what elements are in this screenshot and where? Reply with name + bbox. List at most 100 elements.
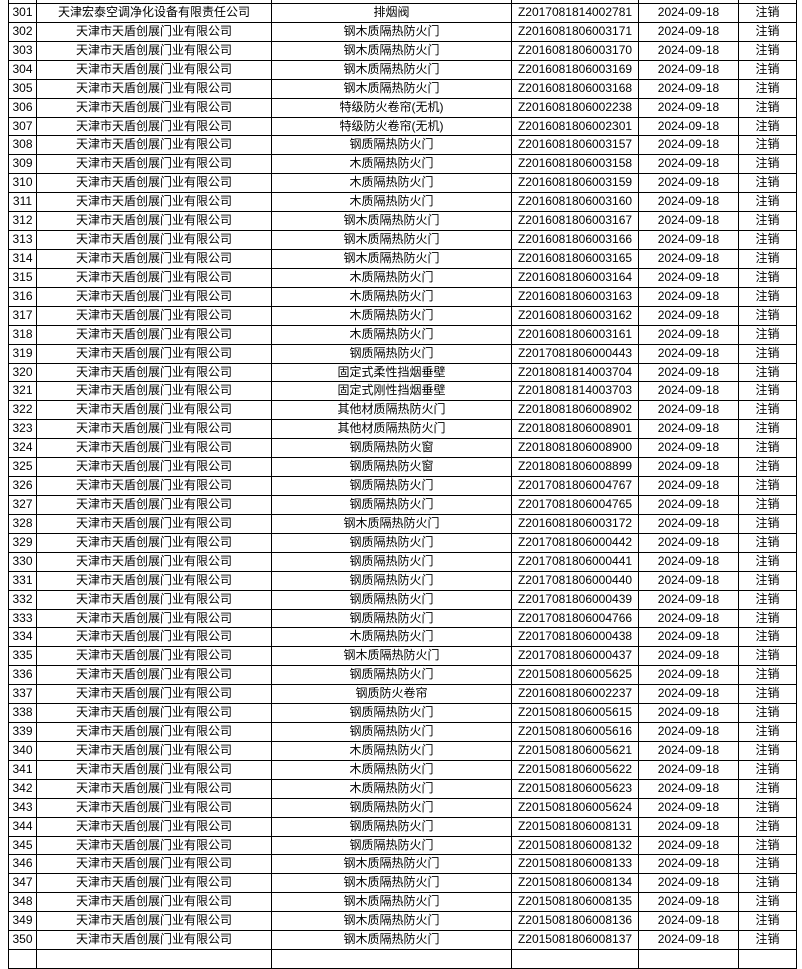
cell-status: 注销 bbox=[738, 192, 797, 213]
partial-cell bbox=[271, 949, 512, 969]
cell-no: 348 bbox=[8, 892, 37, 913]
cell-no: 350 bbox=[8, 930, 37, 951]
cell-no: 325 bbox=[8, 457, 37, 478]
cell-company: 天津市天盾创展门业有限公司 bbox=[36, 665, 272, 686]
cell-no: 309 bbox=[8, 154, 37, 175]
cell-cert: Z2016081806003164 bbox=[511, 267, 639, 288]
cell-product: 钢木质隔热防火门 bbox=[271, 40, 512, 61]
table-row: 306 天津市天盾创展门业有限公司 特级防火卷帘(无机) Z2016081806002… bbox=[8, 97, 797, 118]
cell-date: 2024-09-18 bbox=[638, 3, 739, 23]
cell-no: 324 bbox=[8, 438, 37, 459]
cell-status: 注销 bbox=[738, 230, 797, 250]
cell-status: 注销 bbox=[738, 513, 797, 534]
cell-company: 天津市天盾创展门业有限公司 bbox=[36, 381, 272, 402]
table-row: 302 天津市天盾创展门业有限公司 钢木质隔热防火门 Z201608180600317… bbox=[8, 21, 797, 42]
cell-cert: Z2015081806005616 bbox=[511, 722, 639, 742]
cell-status: 注销 bbox=[738, 740, 797, 761]
cell-no: 314 bbox=[8, 248, 37, 269]
table-row: 317 天津市天盾创展门业有限公司 木质隔热防火门 Z2016081806003162… bbox=[8, 305, 797, 326]
cell-date: 2024-09-18 bbox=[638, 192, 739, 213]
cell-company: 天津市天盾创展门业有限公司 bbox=[36, 305, 272, 326]
cell-status: 注销 bbox=[738, 532, 797, 553]
table-row: 303 天津市天盾创展门业有限公司 钢木质隔热防火门 Z201608180600317… bbox=[8, 40, 797, 61]
cell-product: 特级防火卷帘(无机) bbox=[271, 116, 512, 137]
cell-company: 天津市天盾创展门业有限公司 bbox=[36, 835, 272, 856]
cell-company: 天津市天盾创展门业有限公司 bbox=[36, 173, 272, 194]
cell-company: 天津市天盾创展门业有限公司 bbox=[36, 740, 272, 761]
cell-company: 天津市天盾创展门业有限公司 bbox=[36, 892, 272, 913]
cell-product: 木质隔热防火门 bbox=[271, 192, 512, 213]
cell-product: 钢质隔热防火门 bbox=[271, 703, 512, 724]
cell-company: 天津市天盾创展门业有限公司 bbox=[36, 78, 272, 99]
cell-cert: Z2017081806000439 bbox=[511, 589, 639, 610]
cell-status: 注销 bbox=[738, 59, 797, 80]
cell-status: 注销 bbox=[738, 78, 797, 99]
cell-no: 323 bbox=[8, 419, 37, 440]
table-row: 322 天津市天盾创展门业有限公司 其他材质隔热防火门 Z20180818060089… bbox=[8, 400, 797, 421]
table-row: 350 天津市天盾创展门业有限公司 钢木质隔热防火门 Z201508180600813… bbox=[8, 930, 797, 951]
partial-row-below bbox=[8, 949, 797, 969]
cell-company: 天津市天盾创展门业有限公司 bbox=[36, 419, 272, 440]
cell-product: 钢质隔热防火门 bbox=[271, 665, 512, 686]
cell-status: 注销 bbox=[738, 248, 797, 269]
cell-no: 349 bbox=[8, 911, 37, 932]
cell-company: 天津市天盾创展门业有限公司 bbox=[36, 551, 272, 572]
cell-company: 天津市天盾创展门业有限公司 bbox=[36, 457, 272, 478]
cell-cert: Z2016081806003172 bbox=[511, 513, 639, 534]
cell-status: 注销 bbox=[738, 759, 797, 780]
cell-product: 钢质隔热防火窗 bbox=[271, 457, 512, 478]
cell-no: 347 bbox=[8, 873, 37, 894]
cell-status: 注销 bbox=[738, 362, 797, 383]
cell-date: 2024-09-18 bbox=[638, 570, 739, 591]
cell-status: 注销 bbox=[738, 173, 797, 194]
cell-no: 340 bbox=[8, 740, 37, 761]
cell-cert: Z2016081806002237 bbox=[511, 684, 639, 705]
cell-product: 钢质隔热防火门 bbox=[271, 135, 512, 156]
table-row: 319 天津市天盾创展门业有限公司 钢质隔热防火门 Z2017081806000443… bbox=[8, 343, 797, 364]
cell-date: 2024-09-18 bbox=[638, 97, 739, 118]
cell-date: 2024-09-18 bbox=[638, 797, 739, 818]
cell-product: 排烟阀 bbox=[271, 3, 512, 23]
table-row: 345 天津市天盾创展门业有限公司 钢质隔热防火门 Z2015081806008132… bbox=[8, 835, 797, 856]
cell-status: 注销 bbox=[738, 911, 797, 932]
table-row: 328 天津市天盾创展门业有限公司 钢木质隔热防火门 Z201608180600317… bbox=[8, 513, 797, 534]
cell-status: 注销 bbox=[738, 419, 797, 440]
cell-status: 注销 bbox=[738, 400, 797, 421]
cell-no: 337 bbox=[8, 684, 37, 705]
cell-product: 木质隔热防火门 bbox=[271, 778, 512, 799]
cell-cert: Z2017081806000441 bbox=[511, 551, 639, 572]
cell-status: 注销 bbox=[738, 646, 797, 667]
cell-date: 2024-09-18 bbox=[638, 513, 739, 534]
cell-cert: Z2015081806005615 bbox=[511, 703, 639, 724]
cell-date: 2024-09-18 bbox=[638, 589, 739, 610]
cell-status: 注销 bbox=[738, 21, 797, 42]
cell-cert: Z2016081806003170 bbox=[511, 40, 639, 61]
cell-date: 2024-09-18 bbox=[638, 78, 739, 99]
cell-status: 注销 bbox=[738, 324, 797, 345]
cell-date: 2024-09-18 bbox=[638, 21, 739, 42]
cell-product: 固定式刚性挡烟垂壁 bbox=[271, 381, 512, 402]
cell-cert: Z2016081806003162 bbox=[511, 305, 639, 326]
cell-cert: Z2016081806003169 bbox=[511, 59, 639, 80]
table-row: 315 天津市天盾创展门业有限公司 木质隔热防火门 Z2016081806003164… bbox=[8, 267, 797, 288]
partial-cell bbox=[36, 949, 272, 969]
registry-table-container: 301 天津宏泰空调净化设备有限责任公司 排烟阀 Z2017081814002781 2… bbox=[8, 0, 797, 969]
cell-cert: Z2016081806003168 bbox=[511, 78, 639, 99]
cell-status: 注销 bbox=[738, 665, 797, 686]
cell-status: 注销 bbox=[738, 873, 797, 894]
cell-date: 2024-09-18 bbox=[638, 759, 739, 780]
cell-date: 2024-09-18 bbox=[638, 816, 739, 837]
cell-cert: Z2015081806005622 bbox=[511, 759, 639, 780]
cell-cert: Z2016081806003158 bbox=[511, 154, 639, 175]
cell-no: 333 bbox=[8, 608, 37, 629]
cell-company: 天津市天盾创展门业有限公司 bbox=[36, 40, 272, 61]
cell-date: 2024-09-18 bbox=[638, 362, 739, 383]
cell-no: 307 bbox=[8, 116, 37, 137]
cell-date: 2024-09-18 bbox=[638, 343, 739, 364]
cell-date: 2024-09-18 bbox=[638, 457, 739, 478]
cell-company: 天津市天盾创展门业有限公司 bbox=[36, 192, 272, 213]
table-body: 301 天津宏泰空调净化设备有限责任公司 排烟阀 Z2017081814002781 2… bbox=[8, 3, 797, 951]
cell-status: 注销 bbox=[738, 494, 797, 515]
table-row: 301 天津宏泰空调净化设备有限责任公司 排烟阀 Z2017081814002781 2… bbox=[8, 3, 797, 23]
